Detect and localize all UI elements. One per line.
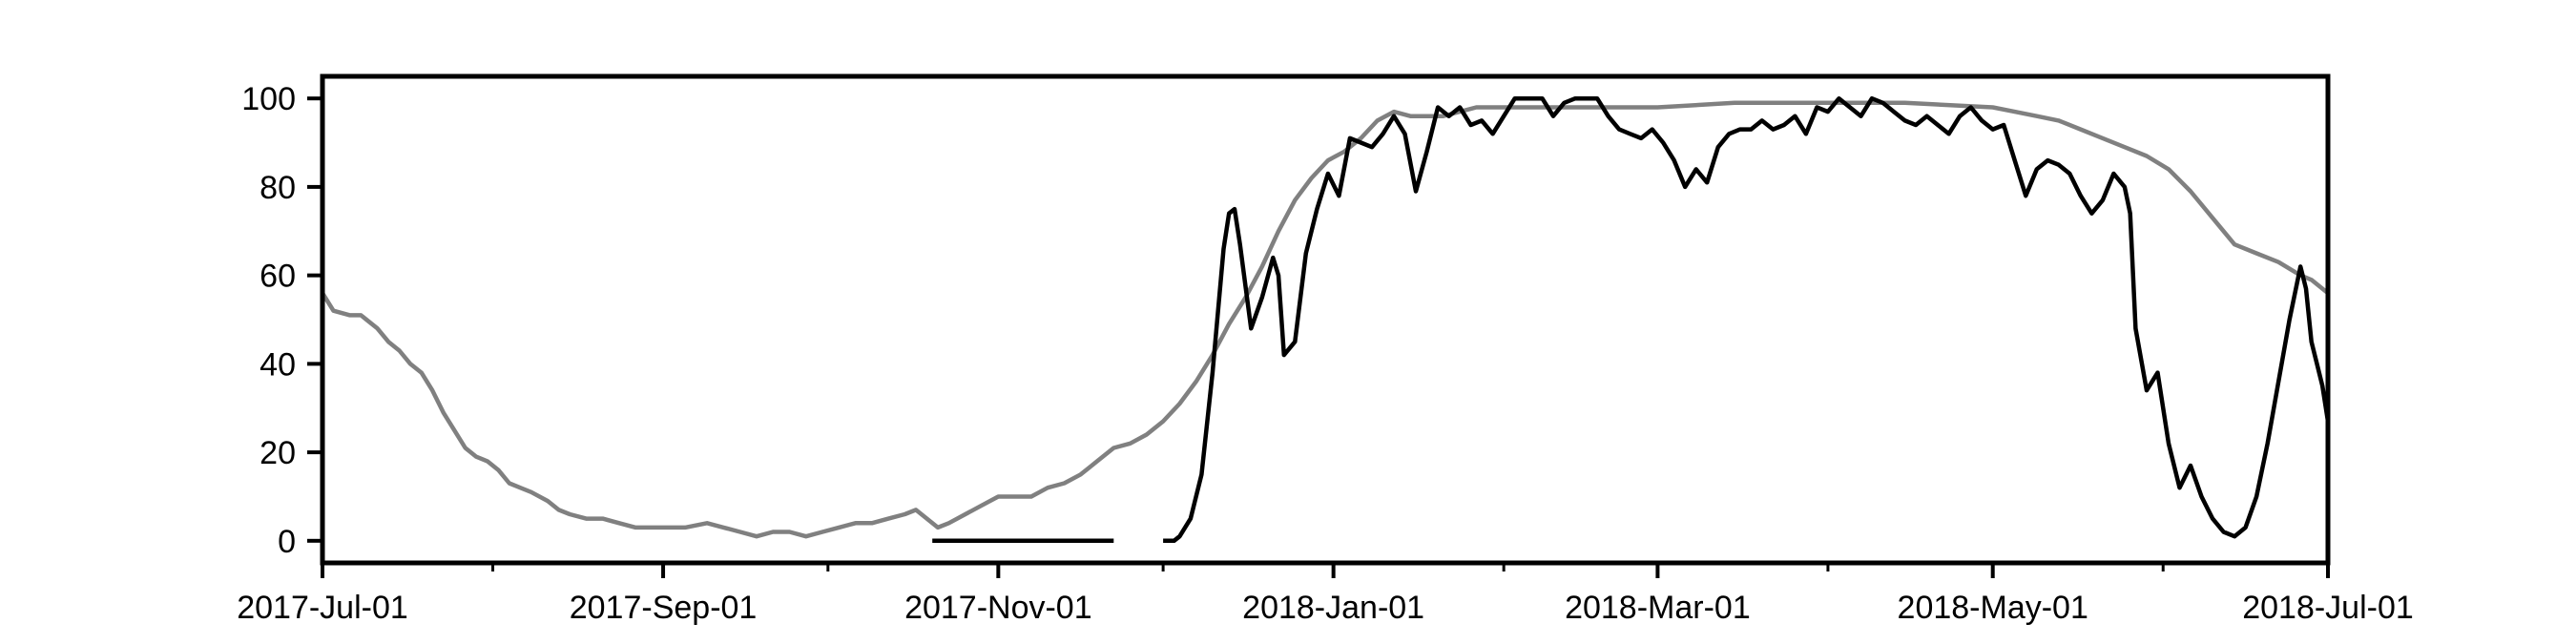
y-tick-label: 0 [278, 524, 296, 560]
y-tick-label: 100 [241, 81, 296, 117]
series-line-3 [1163, 95, 2331, 544]
axes-layer: 0 20 40 60 80 100 2017-Jul-01 2017-Sep-01 2017-N… [237, 81, 2414, 626]
x-tick-label: 2018-Jul-01 [2242, 590, 2414, 626]
y-tick-label: 40 [260, 346, 296, 383]
x-tick-label: 2017-Nov-01 [904, 590, 1092, 626]
y-tick-label: 20 [260, 435, 296, 471]
x-tick-label: 2018-May-01 [1898, 590, 2088, 626]
x-tick-label: 2018-Jan-01 [1242, 590, 1424, 626]
x-tick-label: 2017-Sep-01 [570, 590, 758, 626]
y-tick-label: 60 [260, 259, 296, 295]
x-tick-label: 2017-Jul-01 [237, 590, 408, 626]
series-layer [321, 95, 2331, 544]
series-line-1 [321, 100, 2330, 539]
plot-frame [320, 73, 2331, 566]
y-tick-label: 80 [260, 170, 296, 206]
x-tick-label: 2018-Mar-01 [1565, 590, 1751, 626]
